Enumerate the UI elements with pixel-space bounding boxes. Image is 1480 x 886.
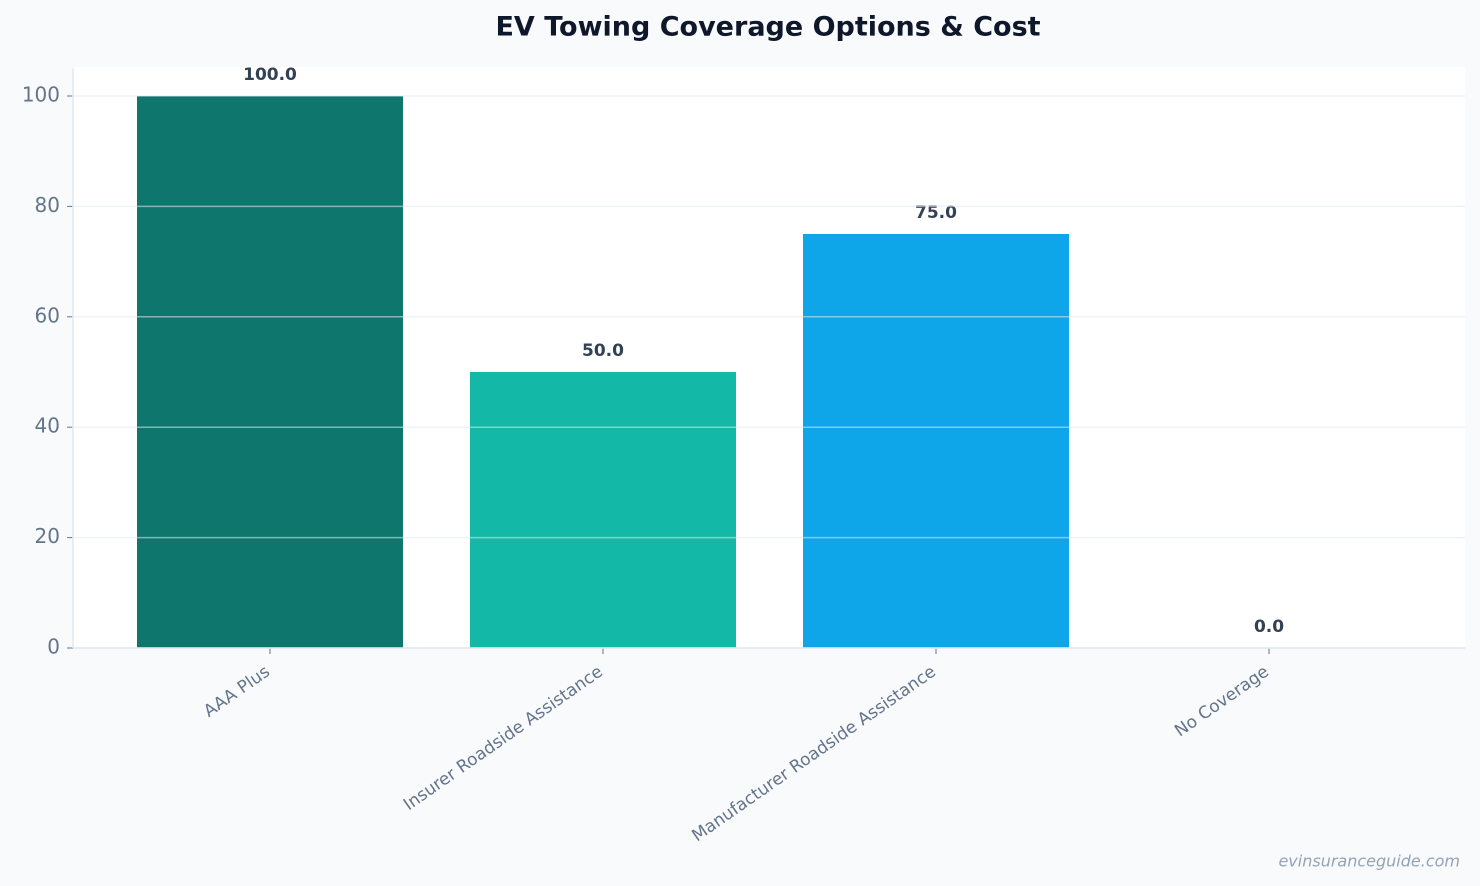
y-tick-label: 40: [35, 414, 60, 438]
bar: [803, 234, 1069, 648]
y-tick-label: 80: [35, 193, 60, 217]
value-label: 100.0: [243, 65, 297, 85]
value-label: 75.0: [915, 203, 957, 223]
bar: [470, 372, 736, 648]
y-tick-label: 0: [47, 635, 60, 659]
chart-title: EV Towing Coverage Options & Cost: [495, 12, 1040, 43]
watermark: evinsuranceguide.com: [1278, 852, 1460, 871]
value-label: 0.0: [1254, 617, 1284, 637]
y-tick-label: 20: [35, 524, 60, 548]
y-tick-label: 100: [22, 83, 60, 107]
y-tick-label: 60: [35, 303, 60, 327]
bar: [137, 96, 403, 648]
value-label: 50.0: [582, 341, 624, 361]
